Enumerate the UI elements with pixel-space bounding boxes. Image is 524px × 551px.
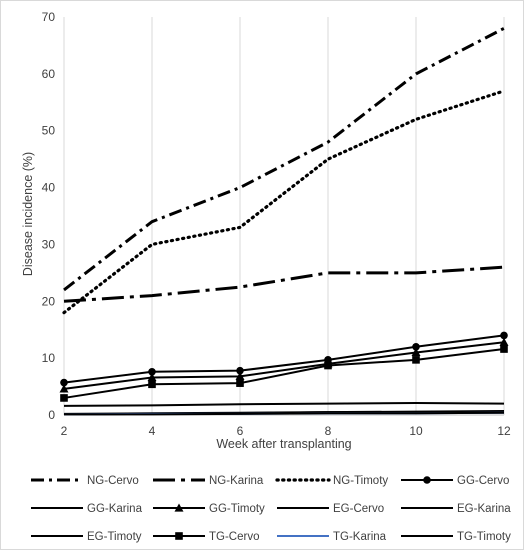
legend-label: TG-Karina [333,531,387,543]
legend-label: EG-Karina [457,503,511,515]
y-tick-label: 20 [42,294,56,308]
series-line-tg-timoty [64,411,505,416]
data-point-tg-cervo [148,380,156,389]
legend-label: NG-Karina [209,475,264,487]
series-line-tg-cervo [63,348,505,399]
legend-item-ng-karina: NG-Karina [153,475,264,487]
x-tick-label: 2 [61,424,68,438]
legend-item-eg-timoty: EG-Timoty [31,531,142,543]
series-line-gg-timoty [63,341,505,390]
legend-item-gg-karina: GG-Karina [31,503,143,515]
series-ng-karina [63,265,505,303]
y-axis: 0 10 20 30 40 50 60 70 [42,10,56,422]
legend-item-tg-karina: TG-Karina [277,531,387,543]
x-tick-label: 6 [237,424,244,438]
gridlines [63,17,505,415]
y-tick-label: 60 [42,67,56,81]
legend-label: GG-Karina [87,503,143,515]
legend-item-tg-timoty: TG-Timoty [401,531,511,543]
data-point-gg-timoty [235,371,245,380]
data-point-tg-cervo [60,394,68,402]
legend-label: NG-Timoty [333,475,388,487]
y-tick-label: 70 [42,10,56,24]
data-point-gg-cervo [236,366,244,375]
y-axis-label: Disease incidence (%) [21,152,35,276]
data-point-gg-timoty [147,372,157,382]
series-tg-cervo [60,345,508,402]
data-point-gg-timoty [59,384,69,393]
data-point-tg-cervo [412,356,420,364]
y-tick-label: 0 [48,408,55,422]
series-ng-timoty [62,89,506,315]
data-point-gg-cervo [148,367,156,376]
data-point-tg-cervo [500,345,508,353]
data-point-gg-timoty [411,347,421,357]
legend-item-eg-karina: EG-Karina [401,503,511,515]
series-tg-timoty [64,411,505,416]
series-line-ng-cervo [63,27,505,292]
legend-item-eg-cervo: EG-Cervo [277,503,384,515]
x-tick-label: 12 [497,424,511,438]
series-ng-cervo [63,27,505,292]
y-tick-label: 50 [42,124,56,138]
legend-marker [423,476,431,484]
y-tick-label: 40 [42,181,56,195]
legend: NG-Cervo NG-Karina NG-Timoty GG-Cervo GG-Kar… [31,475,511,543]
x-axis-label: Week after transplanting [216,437,351,451]
legend-item-gg-timoty: GG-Timoty [153,503,265,515]
legend-label: TG-Cervo [209,531,259,543]
data-point-gg-cervo [412,342,420,351]
legend-item-gg-cervo: GG-Cervo [401,475,509,487]
legend-label: GG-Timoty [209,503,265,515]
series-group [59,27,509,416]
x-axis: 2 4 6 8 10 12 [61,414,511,438]
legend-label: TG-Timoty [457,531,511,543]
data-point-gg-cervo [60,378,68,387]
data-point-tg-cervo [236,379,244,387]
legend-label: EG-Timoty [87,531,142,543]
legend-item-ng-cervo: NG-Cervo [31,475,139,487]
legend-label: EG-Cervo [333,503,384,515]
x-tick-label: 8 [325,424,332,438]
data-point-gg-cervo [500,331,508,340]
series-gg-cervo [60,331,508,387]
data-point-gg-timoty [499,337,509,346]
legend-item-ng-timoty: NG-Timoty [275,475,388,487]
x-tick-label: 10 [409,424,423,438]
series-line-ng-timoty [62,89,506,315]
x-tick-label: 4 [149,424,156,438]
legend-label: NG-Cervo [87,475,139,487]
series-line-ng-karina [63,265,505,303]
legend-marker [174,503,184,512]
y-tick-label: 10 [42,351,56,365]
series-gg-karina [63,402,505,407]
y-tick-label: 30 [42,237,56,251]
series-line-gg-karina [63,402,505,407]
legend-label: GG-Cervo [457,475,509,487]
series-line-gg-cervo [63,334,505,384]
data-point-tg-cervo [324,361,332,370]
legend-marker [175,532,183,540]
legend-item-tg-cervo: TG-Cervo [153,531,259,543]
